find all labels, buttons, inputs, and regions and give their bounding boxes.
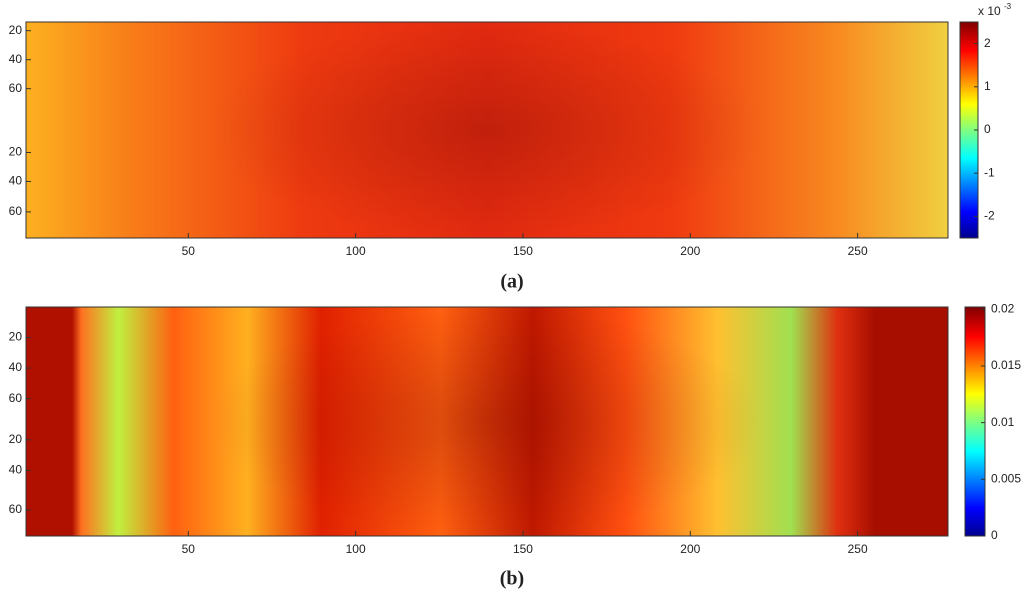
y-tick-label: 20 — [9, 23, 23, 37]
x-tick-label: 150 — [513, 542, 533, 556]
y-tick-label: 40 — [9, 174, 23, 188]
x-tick-label: 250 — [848, 244, 868, 258]
colorbar-tick-label: 1 — [984, 79, 991, 93]
x-tick-label: 50 — [182, 542, 196, 556]
y-tick-label: 40 — [9, 52, 23, 66]
colorbar-tick-label: 0.02 — [991, 301, 1015, 315]
y-tick-label: 60 — [9, 502, 23, 516]
heatmap-shade — [210, 307, 764, 536]
plot-frame — [25, 306, 949, 537]
y-tick-label: 20 — [9, 145, 23, 159]
colorbar-tick-label: 2 — [984, 36, 991, 50]
colorbar — [964, 306, 986, 537]
x-tick-label: 200 — [680, 244, 700, 258]
y-tick-label: 60 — [9, 391, 23, 405]
colorbar-tick-label: 0 — [984, 122, 991, 136]
y-tick-label: 60 — [9, 81, 23, 95]
y-tick-label: 60 — [9, 204, 23, 218]
x-tick-label: 100 — [346, 244, 366, 258]
heatmap-shade — [210, 22, 764, 238]
colorbar-tick-label: -1 — [984, 165, 995, 179]
y-tick-label: 20 — [9, 330, 23, 344]
x-tick-label: 250 — [848, 542, 868, 556]
plot-frame — [25, 21, 949, 239]
x-tick-label: 50 — [182, 244, 196, 258]
colorbar-scale-exponent: -3 — [1004, 2, 1012, 11]
colorbar-tick-label: 0 — [991, 528, 998, 542]
colorbar-tick-label: -2 — [984, 209, 995, 223]
colorbar-tick-label: 0.005 — [991, 471, 1021, 485]
colorbar-tick-label: 0.01 — [991, 415, 1015, 429]
panel-label: (b) — [500, 568, 524, 590]
y-tick-label: 40 — [9, 463, 23, 477]
x-tick-label: 200 — [680, 542, 700, 556]
y-tick-label: 40 — [9, 360, 23, 374]
x-tick-label: 100 — [346, 542, 366, 556]
y-tick-label: 20 — [9, 432, 23, 446]
panel-label: (a) — [500, 271, 523, 293]
colorbar-scale-base: x 10 — [978, 4, 1001, 18]
x-tick-label: 150 — [513, 244, 533, 258]
colorbar-tick-label: 0.015 — [991, 358, 1021, 372]
